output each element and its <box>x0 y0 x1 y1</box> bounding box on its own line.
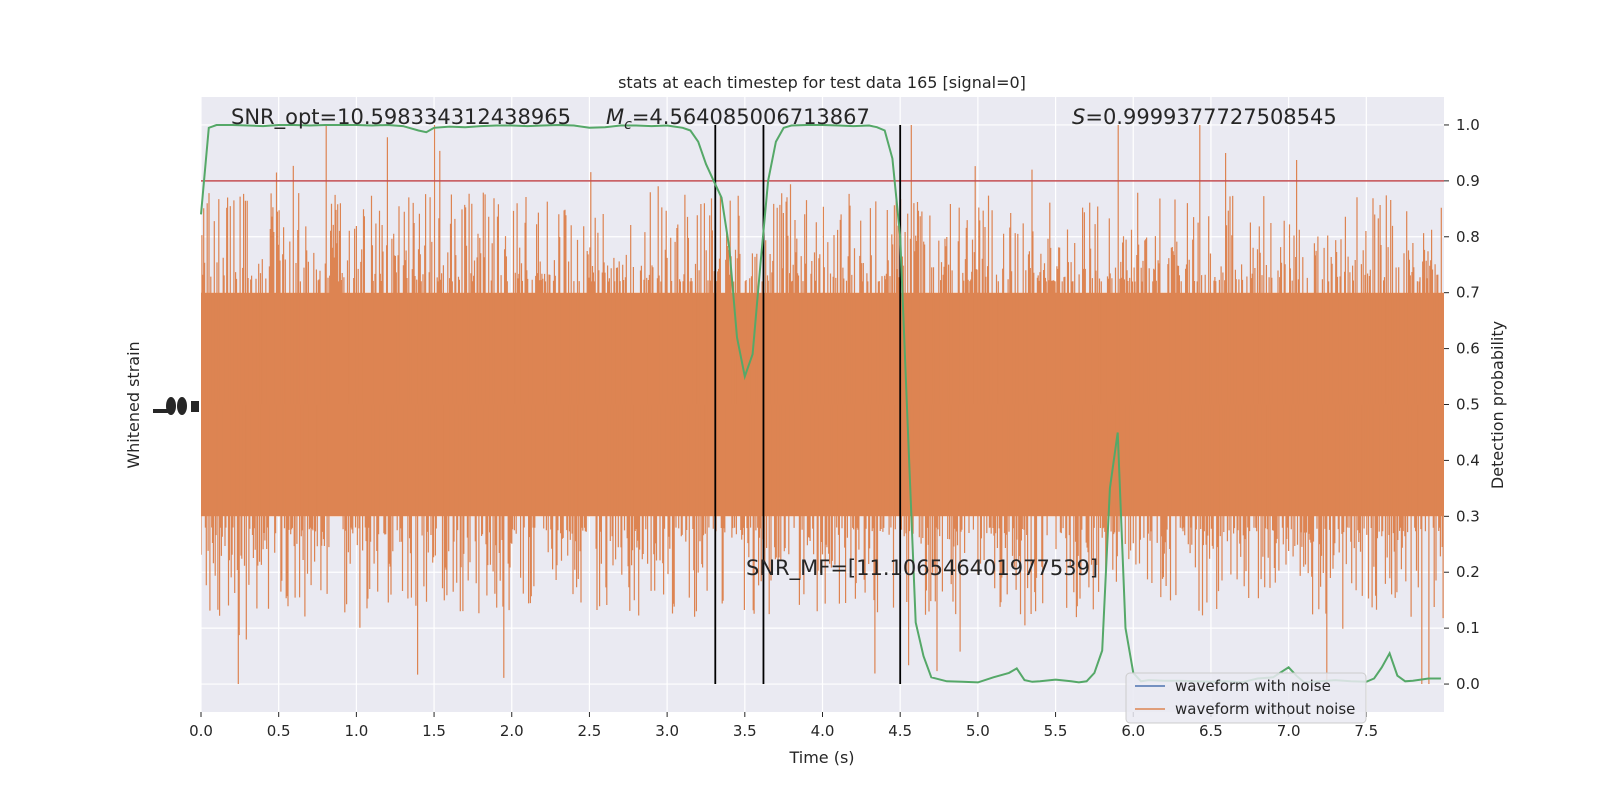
y-left-axis-label: Whitened strain <box>124 341 143 468</box>
snr-opt-annotation: SNR_opt=10.598334312438965 <box>231 105 571 130</box>
x-tick-label: 0.5 <box>267 722 291 740</box>
x-tick-label: 3.5 <box>733 722 757 740</box>
waveform-without-noise-band <box>201 125 1444 684</box>
x-axis-ticks: 0.0 0.5 1.0 1.5 2.0 2.5 3.0 3.5 4.0 4.5 5.0 5.5 6.0 6… <box>189 712 1378 740</box>
y-tick-label: 0.6 <box>1456 340 1480 358</box>
legend-label-without-noise: waveform without noise <box>1175 700 1355 718</box>
y-tick-label: 0.0 <box>1456 675 1480 693</box>
y-tick-label: 0.2 <box>1456 563 1480 581</box>
x-tick-label: 7.0 <box>1277 722 1301 740</box>
x-tick-label: 1.5 <box>422 722 446 740</box>
s-value: =0.9999377727508545 <box>1085 105 1336 129</box>
y-tick-label: 0.9 <box>1456 172 1480 190</box>
y-tick-label: 0.3 <box>1456 507 1480 525</box>
y-right-axis-label: Detection probability <box>1488 321 1507 489</box>
x-tick-label: 3.0 <box>655 722 679 740</box>
y-tick-label: 1.0 <box>1456 116 1480 134</box>
x-tick-label: 4.5 <box>888 722 912 740</box>
x-tick-label: 4.0 <box>811 722 835 740</box>
legend-label-with-noise: waveform with noise <box>1175 677 1331 695</box>
x-tick-label: 5.5 <box>1044 722 1068 740</box>
x-tick-label: 6.5 <box>1199 722 1223 740</box>
y-tick-label: 0.4 <box>1456 451 1480 469</box>
waveform-spikes <box>201 125 1444 684</box>
x-tick-label: 0.0 <box>189 722 213 740</box>
x-tick-label: 2.0 <box>500 722 524 740</box>
s-symbol: S <box>1072 105 1085 129</box>
y-tick-label: 0.1 <box>1456 619 1480 637</box>
x-tick-label: 7.5 <box>1354 722 1378 740</box>
chirp-mass-annotation: Mc=4.564085006713867 <box>606 105 870 133</box>
chirp-mass-subscript: c <box>624 117 632 133</box>
legend: waveform with noise waveform without noi… <box>1125 672 1367 724</box>
y-tick-label: 0.5 <box>1456 396 1480 414</box>
y-right-axis-ticks: 0.0 0.1 0.2 0.3 0.4 0.5 0.6 0.7 0.8 0.9 1.0 <box>1444 116 1480 693</box>
chirp-mass-symbol: M <box>606 105 624 129</box>
chirp-mass-value: =4.564085006713867 <box>632 105 870 129</box>
y-tick-label: 0.7 <box>1456 284 1480 302</box>
left-axis-collapsed-ticks <box>153 397 199 415</box>
x-axis-label: Time (s) <box>788 748 854 767</box>
y-tick-label: 0.8 <box>1456 228 1480 246</box>
chart-title: stats at each timestep for test data 165… <box>618 73 1026 92</box>
x-tick-label: 2.5 <box>578 722 602 740</box>
x-tick-label: 5.0 <box>966 722 990 740</box>
legend-box <box>1125 672 1367 724</box>
x-tick-label: 1.0 <box>344 722 368 740</box>
vertical-markers <box>714 124 902 685</box>
x-tick-label: 6.0 <box>1121 722 1145 740</box>
snr-mf-annotation: SNR_MF=[11.106546401977539] <box>746 556 1098 581</box>
s-annotation: S=0.9999377727508545 <box>1072 105 1337 129</box>
